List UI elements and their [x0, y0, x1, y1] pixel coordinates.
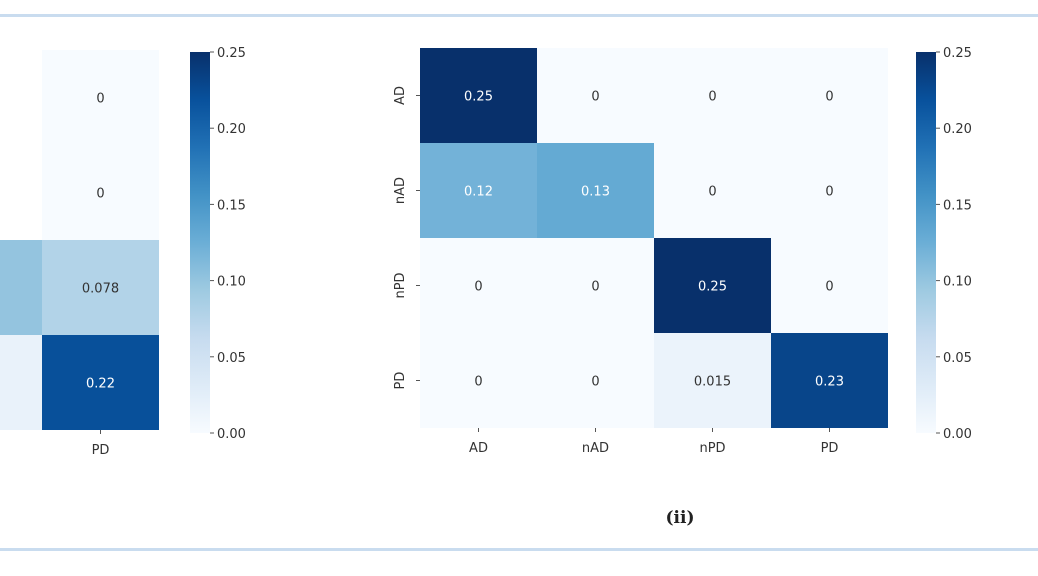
right-heatmap: 0.25 0 0 0 0.12 0.13 0 0 0 0 0.25 0 0 0 0.015 0.23 AD nAD…	[393, 48, 888, 456]
right-heatmap-cell-r1-c0	[420, 143, 537, 238]
right-heatmap-cell-label-r0-c3: 0	[825, 90, 833, 105]
left-heatmap-cell-label-r1-c1: 0	[96, 187, 104, 202]
left-heatmap-cell-r2-c0	[0, 240, 42, 335]
right-heatmap-y-tick-label-0: AD	[393, 86, 408, 105]
right-heatmap-cell-r3-c3	[771, 333, 888, 428]
right-heatmap-cell-label-r3-c3: 0.23	[815, 375, 844, 390]
right-heatmap-cell-label-r2-c0: 0	[474, 280, 482, 295]
right-heatmap-x-tick-label-1: nAD	[582, 441, 609, 456]
right-heatmap-cell-label-r1-c2: 0	[708, 185, 716, 200]
right-heatmap-y-tick-label-2: nPD	[393, 272, 408, 298]
right-heatmap-y-tick-label-1: nAD	[393, 177, 408, 204]
right-heatmap-cell-label-r3-c0: 0	[474, 375, 482, 390]
right-heatmap-cell-label-r0-c2: 0	[708, 90, 716, 105]
left-colorbar-gradient-bar	[190, 52, 210, 433]
left-heatmap-cell-r0-c1	[42, 50, 159, 145]
right-heatmap-cell-label-r1-c1: 0.13	[581, 185, 610, 200]
bottom-rule	[0, 548, 1038, 551]
right-colorbar-tick-label-5: 0.00	[943, 427, 972, 442]
right-heatmap-y-tick-label-3: PD	[393, 372, 408, 390]
right-colorbar-tick-label-4: 0.05	[943, 351, 972, 366]
right-colorbar-tick-label-3: 0.10	[943, 275, 972, 290]
left-colorbar-tick-label-1: 0.20	[217, 122, 246, 137]
left-heatmap-cell-label-r0-c1: 0	[96, 92, 104, 107]
right-heatmap-cell-r0-c1	[537, 48, 654, 143]
right-heatmap-cell-label-r3-c1: 0	[591, 375, 599, 390]
right-heatmap-cell-r3-c1	[537, 333, 654, 428]
right-colorbar-tick-label-0: 0.25	[943, 46, 972, 61]
top-rule	[0, 14, 1038, 17]
right-heatmap-cell-label-r2-c3: 0	[825, 280, 833, 295]
left-colorbar-tick-label-5: 0.00	[217, 427, 246, 442]
right-colorbar: 0.25 0.20 0.15 0.10 0.05 0.00	[916, 46, 972, 442]
right-heatmap-cell-label-r1-c0: 0.12	[464, 185, 493, 200]
left-heatmap-cell-label-r2-c1: 0.078	[82, 282, 119, 297]
left-colorbar-tick-label-0: 0.25	[217, 46, 246, 61]
right-heatmap-x-tick-label-2: nPD	[699, 441, 725, 456]
right-heatmap-cell-label-r1-c3: 0	[825, 185, 833, 200]
right-heatmap-cell-r3-c0	[420, 333, 537, 428]
left-heatmap-x-tick-label-1: PD	[92, 443, 110, 458]
right-heatmap-cell-r2-c1	[537, 238, 654, 333]
left-heatmap-cell-r0-c0	[0, 50, 42, 145]
left-heatmap-cell-label-r3-c1: 0.22	[86, 377, 115, 392]
right-heatmap-cell-r0-c2	[654, 48, 771, 143]
right-heatmap-cell-r1-c1	[537, 143, 654, 238]
left-heatmap-cell-r1-c1	[42, 145, 159, 240]
right-colorbar-gradient-bar	[916, 52, 936, 433]
left-colorbar-tick-label-3: 0.10	[217, 275, 246, 290]
right-heatmap-cell-label-r0-c0: 0.25	[464, 90, 493, 105]
left-heatmap-cell-r2-c1	[42, 240, 159, 335]
right-heatmap-x-tick-label-0: AD	[469, 441, 488, 456]
right-heatmap-cell-r2-c3	[771, 238, 888, 333]
right-heatmap-cell-r0-c3	[771, 48, 888, 143]
right-colorbar-tick-label-2: 0.15	[943, 198, 972, 213]
right-heatmap-cell-label-r3-c2: 0.015	[694, 375, 731, 390]
right-heatmap-cell-r2-c2	[654, 238, 771, 333]
right-heatmap-cell-label-r2-c2: 0.25	[698, 280, 727, 295]
left-heatmap-cell-r3-c1	[42, 335, 159, 430]
right-heatmap-cell-r0-c0	[420, 48, 537, 143]
right-heatmap-cell-label-r0-c1: 0	[591, 90, 599, 105]
right-heatmap-cell-label-r2-c1: 0	[591, 280, 599, 295]
left-heatmap-cell-r3-c0	[0, 335, 42, 430]
left-colorbar: 0.25 0.20 0.15 0.10 0.05 0.00	[190, 46, 246, 442]
right-heatmap-cell-r1-c3	[771, 143, 888, 238]
right-heatmap-cell-r2-c0	[420, 238, 537, 333]
left-colorbar-tick-label-2: 0.15	[217, 198, 246, 213]
figure-caption: (ii)	[665, 508, 695, 528]
left-heatmap-cell-r1-c0	[0, 145, 42, 240]
left-colorbar-tick-label-4: 0.05	[217, 351, 246, 366]
right-heatmap-cell-r1-c2	[654, 143, 771, 238]
right-colorbar-tick-label-1: 0.20	[943, 122, 972, 137]
right-heatmap-x-tick-label-3: PD	[821, 441, 839, 456]
right-heatmap-cell-r3-c2	[654, 333, 771, 428]
